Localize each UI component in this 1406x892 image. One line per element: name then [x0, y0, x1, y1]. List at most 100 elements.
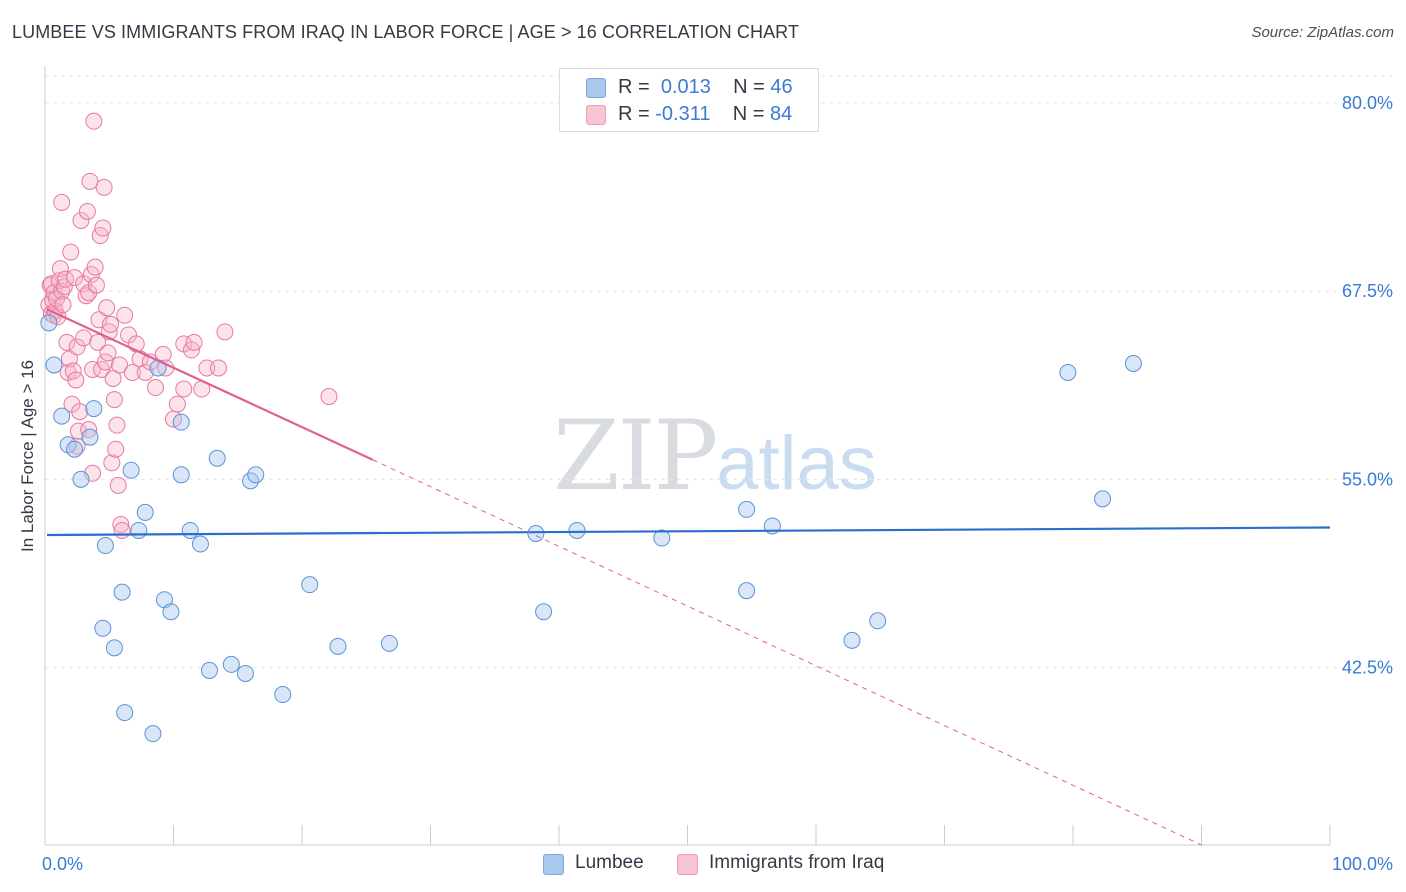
legend-r-label: R =	[618, 103, 650, 125]
lumbee-point	[81, 428, 99, 446]
iraq-point	[209, 359, 227, 377]
lumbee-point	[136, 503, 154, 521]
legend-swatch-lumbee	[586, 78, 606, 98]
point-layer	[40, 112, 1142, 743]
y-tick-label: 67.5%	[1342, 281, 1393, 301]
lumbee-point	[236, 664, 254, 682]
iraq-trend-line	[46, 308, 374, 461]
legend-n-label: N =	[732, 103, 765, 125]
iraq-point	[89, 333, 107, 351]
iraq-point	[68, 338, 86, 356]
iraq-point	[51, 260, 69, 278]
lumbee-point	[40, 314, 58, 332]
lumbee-point	[301, 576, 319, 594]
iraq-point	[123, 363, 141, 381]
iraq-point	[87, 276, 105, 294]
iraq-point	[81, 172, 99, 190]
iraq-trend-line-extrapolated	[372, 459, 1202, 846]
lumbee-point	[535, 603, 553, 621]
legend-text-lumbee: R = 0.013 N = 46	[618, 76, 793, 99]
lumbee-point	[653, 529, 671, 547]
iraq-point	[98, 299, 116, 317]
watermark-atlas: atlas	[716, 421, 877, 506]
lumbee-point	[181, 521, 199, 539]
bottom-legend-label-lumbee: Lumbee	[575, 852, 644, 873]
bottom-legend-swatch-iraq	[677, 854, 698, 875]
legend-swatch-iraq	[586, 105, 606, 125]
y-axis-title: In Labor Force | Age > 16	[18, 360, 37, 552]
lumbee-point	[116, 704, 134, 722]
legend-r-value: -0.311	[655, 103, 711, 125]
lumbee-point	[85, 400, 103, 418]
lumbee-trend-line	[46, 526, 1331, 537]
lumbee-point	[200, 661, 218, 679]
iraq-point	[84, 360, 102, 378]
iraq-point	[185, 333, 203, 351]
iraq-point	[113, 521, 131, 539]
lumbee-point	[53, 407, 71, 425]
lumbee-point	[130, 521, 148, 539]
iraq-point	[116, 306, 134, 324]
iraq-point	[57, 270, 75, 288]
iraq-point	[112, 515, 130, 533]
lumbee-point	[162, 603, 180, 621]
legend-n-value: 46	[770, 76, 793, 98]
lumbee-point	[568, 521, 586, 539]
iraq-point	[75, 329, 93, 347]
legend-text-iraq: R = -0.311 N = 84	[618, 103, 792, 126]
lumbee-point	[843, 631, 861, 649]
iraq-point	[102, 315, 120, 333]
x-tick-label: 100.0%	[1332, 854, 1393, 874]
source-label: Source: ZipAtlas.com	[1251, 24, 1394, 41]
iraq-point	[72, 211, 90, 229]
iraq-point	[95, 178, 113, 196]
label-layer: 42.5% 55.0% 67.5% 80.0% 0.0% 100.0% In Labor F…	[18, 93, 1393, 874]
iraq-point	[136, 363, 154, 381]
legend-r-value: 0.013	[660, 76, 711, 98]
lumbee-point	[66, 440, 84, 458]
lumbee-point	[1059, 363, 1077, 381]
y-tick-label: 42.5%	[1342, 657, 1393, 677]
lumbee-point	[105, 639, 123, 657]
legend-box: R = 0.013 N = 46 R = -0.311 N = 84	[559, 68, 819, 132]
iraq-point	[62, 243, 80, 261]
iraq-point	[68, 437, 86, 455]
iraq-point	[175, 380, 193, 398]
legend-r-label: R =	[618, 76, 650, 98]
lumbee-point	[329, 637, 347, 655]
lumbee-point	[247, 466, 265, 484]
iraq-point	[66, 269, 84, 287]
iraq-point	[94, 219, 112, 237]
grid-layer	[45, 75, 1392, 668]
iraq-point	[109, 476, 127, 494]
lumbee-point	[72, 470, 90, 488]
x-tick-label: 0.0%	[42, 854, 83, 874]
iraq-point	[99, 344, 117, 362]
legend-n-value: 84	[769, 103, 793, 125]
lumbee-point	[122, 461, 140, 479]
lumbee-point	[113, 583, 131, 601]
legend-n-label: N =	[733, 76, 765, 98]
iraq-point	[216, 323, 234, 341]
iraq-point	[320, 388, 338, 406]
iraq-point	[147, 379, 165, 397]
trend-layer	[46, 308, 1331, 846]
iraq-point	[168, 395, 186, 413]
axis-layer	[44, 66, 1331, 846]
iraq-point	[108, 416, 126, 434]
lumbee-point	[172, 466, 190, 484]
lumbee-point	[94, 619, 112, 637]
iraq-point	[77, 287, 95, 305]
lumbee-point	[96, 537, 114, 555]
iraq-point	[103, 454, 121, 472]
lumbee-point	[144, 725, 162, 743]
lumbee-point	[380, 634, 398, 652]
y-tick-label: 55.0%	[1342, 469, 1393, 489]
lumbee-point	[1124, 354, 1142, 372]
lumbee-point	[45, 356, 63, 374]
iraq-point	[107, 440, 125, 458]
iraq-point	[67, 371, 85, 389]
watermark: ZIPatlas	[553, 400, 877, 512]
iraq-point	[111, 356, 129, 374]
